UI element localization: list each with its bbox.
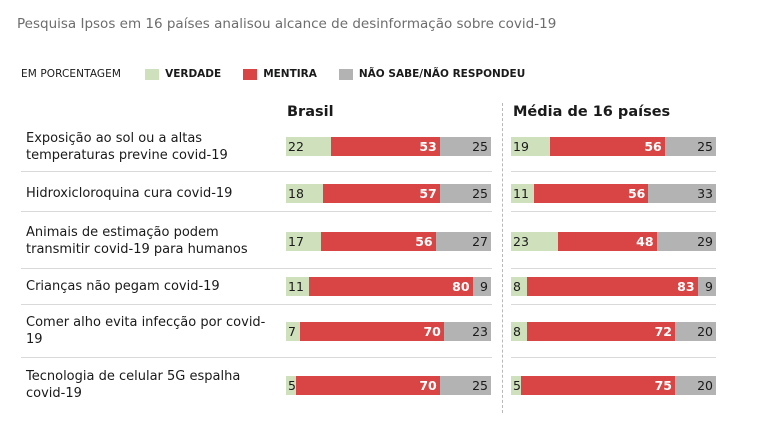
bar-segment-verdade: 8 bbox=[511, 321, 528, 341]
row-divider bbox=[21, 268, 492, 269]
category-label: Tecnologia de celular 5G espalha covid-1… bbox=[26, 369, 241, 401]
bar-segment-mentira: 48 bbox=[558, 231, 657, 251]
bar-segment-nao-sabe: 25 bbox=[439, 375, 491, 395]
legend-item-mentira: MENTIRA bbox=[243, 68, 317, 80]
legend-swatch-verdade bbox=[145, 68, 160, 80]
bar-segment-nao-sabe: 29 bbox=[656, 231, 716, 251]
stacked-bar: 19 56 25 bbox=[511, 137, 716, 156]
bar-segment-verdade: 8 bbox=[511, 276, 528, 296]
stacked-bar: 11 80 9 bbox=[286, 276, 491, 296]
bar-segment-nao-sabe: 9 bbox=[472, 276, 491, 296]
panel-title-brasil: Brasil bbox=[287, 104, 334, 120]
stacked-bar: 8 72 20 bbox=[511, 321, 716, 341]
bar-segment-nao-sabe: 25 bbox=[439, 137, 491, 156]
row-divider bbox=[511, 211, 716, 212]
bar-segment-verdade: 11 bbox=[286, 276, 309, 296]
bar-segment-verdade: 5 bbox=[511, 375, 522, 395]
legend-swatch-mentira bbox=[243, 68, 258, 80]
legend-label-nao-sabe: NÃO SABE/NÃO RESPONDEU bbox=[358, 68, 526, 80]
row-divider bbox=[511, 357, 716, 358]
legend: EM PORCENTAGEM VERDADE MENTIRA NÃO SABE/… bbox=[21, 67, 547, 81]
stacked-bar: 5 70 25 bbox=[286, 375, 491, 395]
bar-segment-verdade: 7 bbox=[286, 321, 301, 341]
legend-item-nao-sabe: NÃO SABE/NÃO RESPONDEU bbox=[338, 68, 526, 80]
bar-segment-mentira: 72 bbox=[527, 321, 675, 341]
bar-segment-nao-sabe: 20 bbox=[675, 375, 716, 395]
stacked-bar: 23 48 29 bbox=[511, 231, 716, 251]
bar-segment-mentira: 57 bbox=[322, 183, 440, 203]
bar-segment-mentira: 56 bbox=[320, 231, 436, 251]
category-label: Comer alho evita infecção por covid-19 bbox=[26, 315, 266, 347]
row-divider bbox=[21, 171, 492, 172]
clipped-title-fragment bbox=[0, 0, 757, 8]
row-divider bbox=[511, 268, 716, 269]
bar-segment-nao-sabe: 9 bbox=[697, 276, 716, 296]
bar-segment-mentira: 56 bbox=[549, 137, 665, 156]
panel-title-media: Média de 16 países bbox=[513, 104, 671, 120]
bar-segment-nao-sabe: 20 bbox=[674, 321, 716, 341]
bar-segment-mentira: 56 bbox=[533, 183, 649, 203]
chart-subtitle: Pesquisa Ipsos em 16 países analisou alc… bbox=[17, 16, 557, 32]
bar-segment-verdade: 18 bbox=[286, 183, 323, 203]
panel-separator bbox=[502, 103, 504, 413]
bar-segment-nao-sabe: 33 bbox=[648, 183, 716, 203]
bar-segment-mentira: 70 bbox=[296, 375, 440, 395]
bar-segment-nao-sabe: 27 bbox=[435, 231, 491, 251]
stacked-bar: 18 57 25 bbox=[286, 183, 491, 203]
stacked-bar: 22 53 25 bbox=[286, 137, 491, 156]
bar-segment-verdade: 11 bbox=[511, 183, 534, 203]
bar-segment-mentira: 70 bbox=[300, 321, 444, 341]
row-divider bbox=[511, 304, 716, 305]
legend-item-verdade: VERDADE bbox=[145, 68, 221, 80]
bar-segment-nao-sabe: 23 bbox=[443, 321, 491, 341]
row-divider bbox=[21, 211, 492, 212]
stacked-bar: 5 75 20 bbox=[511, 375, 716, 395]
bar-segment-verdade: 5 bbox=[286, 375, 297, 395]
legend-label-mentira: MENTIRA bbox=[263, 68, 317, 80]
category-label: Animais de estimação podem transmitir co… bbox=[26, 225, 248, 257]
bar-segment-verdade: 22 bbox=[286, 137, 332, 156]
bar-segment-mentira: 75 bbox=[521, 375, 675, 395]
bar-segment-mentira: 80 bbox=[308, 276, 473, 296]
stacked-bar: 7 70 23 bbox=[286, 321, 491, 341]
row-divider bbox=[21, 357, 492, 358]
stacked-bar: 11 56 33 bbox=[511, 183, 716, 203]
stacked-bar: 17 56 27 bbox=[286, 231, 491, 251]
legend-swatch-nao-sabe bbox=[338, 68, 353, 80]
bar-segment-verdade: 19 bbox=[511, 137, 550, 156]
category-label: Crianças não pegam covid-19 bbox=[26, 278, 220, 294]
legend-unit: EM PORCENTAGEM bbox=[21, 68, 122, 80]
row-divider bbox=[511, 171, 716, 172]
bar-segment-verdade: 17 bbox=[286, 231, 321, 251]
bar-segment-mentira: 83 bbox=[527, 276, 698, 296]
bar-segment-nao-sabe: 25 bbox=[439, 183, 491, 203]
stacked-bar: 8 83 9 bbox=[511, 276, 716, 296]
row-divider bbox=[21, 304, 492, 305]
category-label: Exposição ao sol ou a altas temperaturas… bbox=[26, 130, 228, 163]
bar-segment-nao-sabe: 25 bbox=[664, 137, 716, 156]
bar-segment-mentira: 53 bbox=[331, 137, 440, 156]
category-label: Hidroxicloroquina cura covid-19 bbox=[26, 185, 233, 201]
bar-segment-verdade: 23 bbox=[511, 231, 559, 251]
legend-label-verdade: VERDADE bbox=[165, 68, 222, 80]
